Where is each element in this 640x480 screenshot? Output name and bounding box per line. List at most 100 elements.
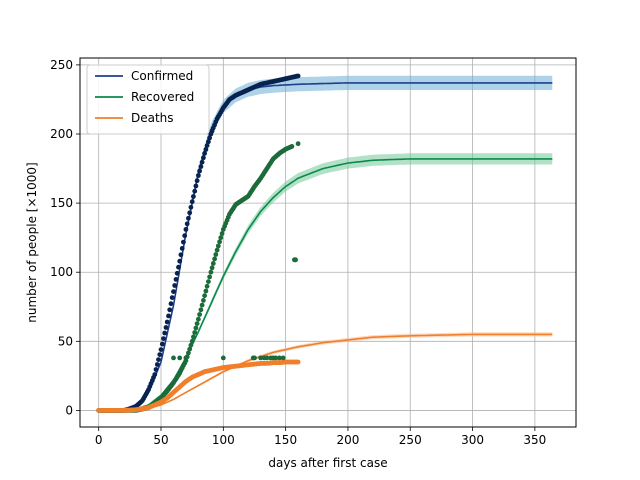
recovered-data-point [212, 256, 218, 262]
recovered-data-point [215, 243, 221, 249]
recovered-data-point [218, 235, 224, 241]
recovered-data-point [206, 279, 211, 284]
confirmed-data-point [152, 372, 158, 377]
confirmed-data-point [202, 151, 208, 156]
y-tick-label: 50 [58, 334, 73, 348]
x-axis-label: days after first case [268, 456, 387, 470]
legend: Confirmed Recovered Deaths [86, 64, 210, 135]
confirmed-data-point [162, 330, 168, 336]
recovered-data-point [214, 247, 220, 253]
confirmed-data-point [168, 301, 174, 307]
recovered-data-point [201, 298, 206, 303]
x-axis-ticks: 0 50 100 150 200 250 300 350 [95, 427, 546, 447]
confirmed-data-point [166, 313, 171, 319]
x-tick-label: 0 [95, 433, 103, 447]
confirmed-data-point [199, 159, 205, 165]
confirmed-data-point [184, 221, 190, 227]
x-tick-label: 150 [274, 433, 297, 447]
confirmed-data-point [193, 183, 199, 189]
confirmed-data-point [187, 210, 193, 216]
legend-label-recovered: Recovered [131, 90, 194, 104]
confirmed-data-point [203, 147, 209, 152]
recovered-data-point [198, 307, 204, 313]
legend-label-deaths: Deaths [131, 111, 174, 125]
x-tick-label: 200 [336, 433, 359, 447]
recovered-data-point [204, 283, 210, 289]
axes-frame [79, 57, 577, 428]
x-tick-label: 50 [153, 433, 168, 447]
confirmed-data-point [159, 341, 165, 347]
confirmed-data-point [171, 289, 176, 294]
confirmed-data-point [201, 155, 206, 161]
deaths-data-point [295, 359, 301, 365]
confirmed-data-point [198, 164, 204, 170]
outlier-data-point [252, 355, 257, 361]
y-tick-label: 0 [65, 403, 73, 417]
confirmed-data-point [206, 139, 211, 145]
recovered-data-point [196, 316, 201, 322]
outlier-data-point [220, 355, 226, 361]
confirmed-data-point [207, 135, 213, 141]
recovered-data-point [187, 346, 193, 352]
recovered-data-point [295, 141, 301, 147]
recovered-data-point [194, 321, 200, 326]
confirmed-data-point [156, 357, 161, 362]
confirmed-data-point [196, 173, 201, 178]
recovered-data-point [199, 302, 205, 308]
confirmed-data-point [169, 295, 175, 300]
recovered-data-point [189, 338, 195, 344]
confirmed-data-point [188, 204, 194, 210]
legend-box [86, 64, 210, 135]
confirmed-data-point [173, 277, 179, 282]
outlier-data-point [273, 355, 279, 361]
confirmed-data-point [153, 367, 159, 372]
y-axis-ticks: 0 50 100 150 200 250 [50, 58, 80, 417]
outlier-data-point [264, 355, 270, 361]
outlier-data-point [171, 355, 176, 361]
recovered-data-point [193, 325, 199, 331]
confirmed-data-point [194, 178, 200, 184]
recovered-data-point [202, 293, 208, 299]
confirmed-data-point [178, 252, 184, 258]
confirmed-data-point [163, 325, 169, 330]
confirmed-data-point [154, 362, 160, 367]
outlier-data-point [258, 355, 264, 361]
confirmed-data-point [181, 239, 186, 245]
confirmed-data-point [177, 258, 183, 264]
confirmed-data-point [183, 227, 189, 232]
recovered-data-point [219, 231, 225, 236]
outlier-data-point [183, 355, 189, 361]
confirmed-data-point [174, 270, 180, 276]
recovered-data-point [192, 330, 198, 335]
confirmed-data-point [186, 215, 191, 221]
outlier-data-point [277, 355, 282, 361]
confirmed-data-point [191, 194, 196, 199]
confirmed-data-point [161, 336, 166, 341]
recovered-data-point [208, 269, 214, 275]
confirmed-data-point [192, 188, 198, 194]
recovered-data-point [217, 239, 223, 245]
plot-area [79, 57, 577, 428]
confirmed-data-point [197, 168, 203, 174]
recovered-data-point [197, 312, 203, 317]
x-tick-label: 350 [523, 433, 546, 447]
x-tick-label: 100 [212, 433, 235, 447]
observed-points [96, 73, 301, 413]
confirmed-data-point [172, 283, 178, 288]
recovered-data-point [186, 350, 191, 356]
recovered-data-point [293, 257, 298, 263]
confirmed-data-point [204, 143, 210, 149]
confirmed-data-point [167, 307, 173, 313]
confirmed-data-point [176, 264, 181, 270]
recovered-data-point [191, 334, 196, 340]
outlier-data-point [177, 355, 183, 361]
confirmed-data-point [164, 319, 170, 325]
y-tick-label: 250 [50, 58, 73, 72]
confirmed-fit-line [98, 82, 553, 412]
recovered-data-point [213, 252, 219, 257]
y-tick-label: 200 [50, 127, 73, 141]
recovered-data-point [209, 265, 215, 271]
confirmed-data-point [157, 352, 163, 357]
y-tick-label: 150 [50, 196, 73, 210]
